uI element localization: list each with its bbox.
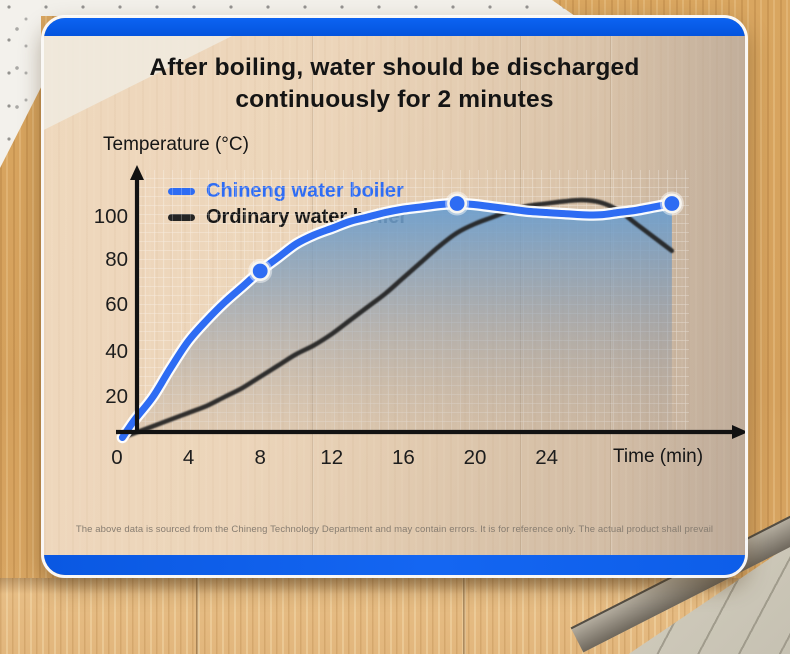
x-tick-4: 4 xyxy=(182,446,195,469)
y-tick-40: 40 xyxy=(105,340,128,363)
axes xyxy=(116,176,734,435)
headline-text: After boiling, water should be discharge… xyxy=(149,54,640,114)
x-axis-arrow xyxy=(732,425,745,439)
x-tick-16: 16 xyxy=(391,446,415,469)
headline: After boiling, water should be discharge… xyxy=(44,52,745,117)
y-tick-100: 100 xyxy=(93,205,128,228)
marker-dot xyxy=(252,263,268,279)
x-tick-8: 8 xyxy=(254,446,266,469)
y-axis-title: Temperature (°C) xyxy=(103,134,249,155)
x-tick-24: 24 xyxy=(535,446,558,469)
x-tick-0: 0 xyxy=(111,446,123,469)
marker-dot xyxy=(664,196,680,211)
curve-ordinary-boiler xyxy=(120,197,675,440)
countertop-top-strip xyxy=(0,0,575,16)
cabinet-seam xyxy=(463,578,466,654)
curve-chineng-boiler xyxy=(118,199,676,441)
card-content: After boiling, water should be discharge… xyxy=(44,36,745,555)
x-tick-20: 20 xyxy=(463,446,487,469)
cabinet-seam xyxy=(196,578,199,654)
card-bottom-accent-bar xyxy=(44,555,745,575)
line-chart-canvas xyxy=(116,165,745,444)
x-tick-12: 12 xyxy=(320,446,344,469)
data-point-markers xyxy=(248,191,684,283)
card-top-accent-bar xyxy=(44,18,745,36)
y-tick-80: 80 xyxy=(105,248,128,271)
y-tick-60: 60 xyxy=(105,293,128,316)
y-axis-arrow xyxy=(130,165,144,180)
promo-card: After boiling, water should be discharge… xyxy=(41,15,748,578)
y-tick-20: 20 xyxy=(105,385,128,408)
x-axis-title: Time (min) xyxy=(613,446,704,467)
disclaimer-note: The above data is sourced from the Chine… xyxy=(75,524,714,535)
marker-dot xyxy=(449,196,465,211)
